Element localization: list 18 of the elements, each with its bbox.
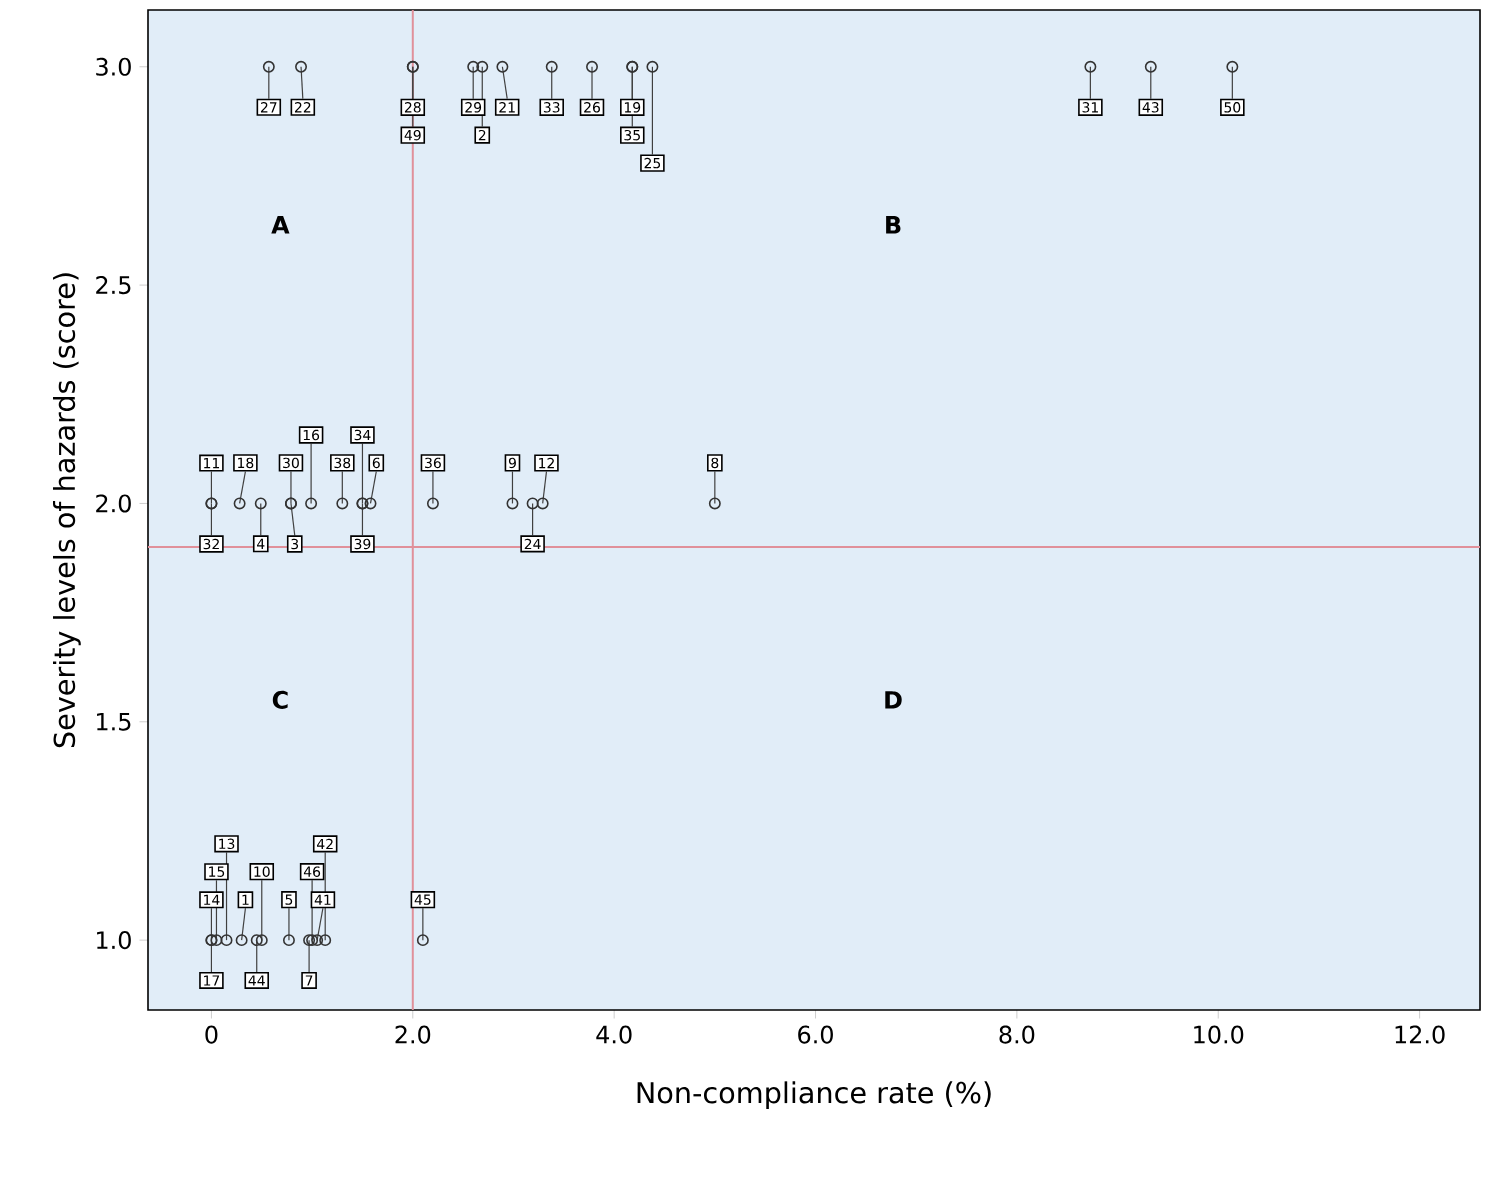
annotation: D <box>885 691 902 709</box>
x-tick-label: 12.0 <box>1395 1025 1445 1044</box>
x-axis-title: Non-compliance rate (%) <box>637 1081 991 1110</box>
annotation: A <box>271 216 290 234</box>
y-tick-label: 2.5 <box>96 276 131 295</box>
x-tick-label: 6.0 <box>798 1025 833 1044</box>
x-tick-label: 0 <box>205 1025 218 1044</box>
x-tick-label: 4.0 <box>596 1025 632 1044</box>
y-tick-label: 3.0 <box>96 57 131 76</box>
x-tick-label: 2.0 <box>395 1025 431 1044</box>
annotation: B <box>886 216 901 234</box>
x-tick-label: 10.0 <box>1194 1025 1244 1044</box>
y-tick-label: 2.0 <box>96 494 131 513</box>
x-tick-label: 8.0 <box>999 1025 1035 1044</box>
y-tick-label: 1.0 <box>97 931 131 950</box>
y-axis-title: Severity levels of hazards (score) <box>53 273 81 748</box>
annotation: C <box>272 690 288 709</box>
y-tick-label: 1.5 <box>97 712 131 731</box>
